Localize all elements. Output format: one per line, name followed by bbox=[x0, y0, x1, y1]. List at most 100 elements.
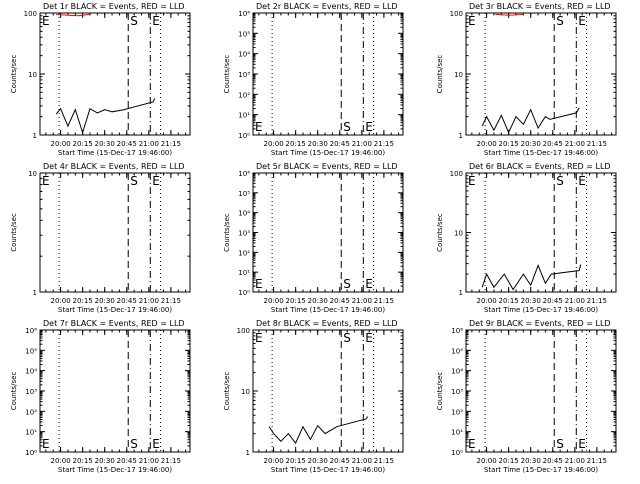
x-axis-label: Start Time (15-Dec-17 19:46:00) bbox=[271, 149, 385, 157]
plot-frame bbox=[465, 172, 617, 293]
plot-frame bbox=[465, 329, 617, 453]
x-tick-label: 20:30 bbox=[95, 457, 115, 465]
x-tick-label: 20:00 bbox=[50, 457, 70, 465]
x-tick-label: 20:15 bbox=[499, 457, 519, 465]
x-axis-label: Start Time (15-Dec-17 19:46:00) bbox=[484, 149, 598, 157]
x-tick-label: 20:00 bbox=[476, 140, 496, 148]
events-series-line bbox=[481, 264, 582, 291]
marker-label-e-right: E bbox=[152, 437, 160, 451]
x-tick-label: 20:30 bbox=[95, 140, 115, 148]
marker-label-s: S bbox=[556, 437, 564, 451]
y-tick-label: 10³ bbox=[238, 230, 250, 238]
marker-label-e-right: E bbox=[365, 331, 373, 345]
x-tick-label: 20:00 bbox=[476, 297, 496, 305]
detector-panel-2: Det 2r BLACK = Events, RED = LLD 10⁰ 10¹ 10… bbox=[223, 2, 404, 157]
y-axis-label: Counts/sec bbox=[10, 213, 18, 252]
y-tick-label: 10⁰ bbox=[25, 449, 37, 457]
x-tick-label: 21:15 bbox=[374, 140, 394, 148]
x-tick-label: 20:30 bbox=[308, 457, 328, 465]
marker-label-e-right: E bbox=[365, 277, 373, 291]
marker-label-e-left: E bbox=[468, 437, 476, 451]
y-tick-label: 100 bbox=[450, 10, 463, 18]
marker-label-e-right: E bbox=[578, 14, 586, 28]
x-axis-label: Start Time (15-Dec-17 19:46:00) bbox=[58, 149, 172, 157]
y-tick-label: 1 bbox=[33, 132, 37, 140]
plot-frame bbox=[39, 329, 191, 453]
detector-panel-9: Det 9r BLACK = Events, RED = LLD 10⁰ 10¹ 10… bbox=[436, 319, 617, 474]
y-tick-label: 100 bbox=[24, 10, 37, 18]
x-tick-label: 21:00 bbox=[565, 297, 585, 305]
x-axis-label: Start Time (15-Dec-17 19:46:00) bbox=[271, 306, 385, 314]
panel-title: Det 4r BLACK = Events, RED = LLD bbox=[43, 162, 185, 171]
x-axis-label: Start Time (15-Dec-17 19:46:00) bbox=[58, 466, 172, 474]
x-tick-label: 21:00 bbox=[139, 140, 159, 148]
marker-label-s: S bbox=[343, 120, 351, 134]
marker-label-s: S bbox=[130, 174, 138, 188]
marker-label-e-left: E bbox=[468, 14, 476, 28]
detector-panel-4: Det 4r BLACK = Events, RED = LLD 1 10 20:00… bbox=[10, 162, 191, 314]
x-tick-label: 20:15 bbox=[73, 140, 93, 148]
detector-panel-6: Det 6r BLACK = Events, RED = LLD 1 10 100 20… bbox=[436, 162, 617, 314]
x-tick-label: 20:15 bbox=[286, 140, 306, 148]
marker-label-e-right: E bbox=[578, 437, 586, 451]
x-tick-label: 20:45 bbox=[330, 297, 350, 305]
y-tick-label: 1 bbox=[246, 449, 250, 457]
y-tick-label: 10¹ bbox=[25, 429, 37, 437]
x-tick-label: 20:45 bbox=[543, 457, 563, 465]
x-tick-label: 20:00 bbox=[263, 457, 283, 465]
panel-title: Det 2r BLACK = Events, RED = LLD bbox=[256, 2, 398, 11]
detector-panel-3: Det 3r BLACK = Events, RED = LLD 1 10 100 20… bbox=[436, 2, 617, 157]
x-tick-label: 21:15 bbox=[587, 457, 607, 465]
events-series-line bbox=[481, 107, 580, 134]
x-axis-label: Start Time (15-Dec-17 19:46:00) bbox=[271, 466, 385, 474]
x-tick-label: 20:30 bbox=[521, 140, 541, 148]
marker-label-e-right: E bbox=[365, 120, 373, 134]
lld-series-line bbox=[495, 13, 524, 16]
x-tick-label: 20:30 bbox=[308, 297, 328, 305]
x-tick-label: 21:15 bbox=[161, 297, 181, 305]
x-tick-label: 20:15 bbox=[73, 457, 93, 465]
y-tick-label: 10 bbox=[241, 388, 250, 396]
y-tick-label: 10² bbox=[25, 408, 37, 416]
y-axis-label: Counts/sec bbox=[436, 372, 444, 411]
y-tick-label: 10³ bbox=[25, 388, 37, 396]
y-tick-label: 10² bbox=[238, 91, 250, 99]
x-tick-label: 21:00 bbox=[352, 140, 372, 148]
x-tick-label: 21:15 bbox=[374, 457, 394, 465]
y-tick-label: 10⁴ bbox=[238, 210, 250, 218]
y-tick-label: 10² bbox=[238, 249, 250, 257]
marker-label-s: S bbox=[556, 14, 564, 28]
marker-label-s: S bbox=[556, 174, 564, 188]
plot-frame bbox=[252, 172, 404, 293]
marker-label-e-right: E bbox=[578, 174, 586, 188]
y-tick-label: 10 bbox=[28, 170, 37, 178]
y-tick-label: 10⁴ bbox=[25, 368, 37, 376]
x-tick-label: 20:00 bbox=[263, 297, 283, 305]
marker-label-s: S bbox=[130, 14, 138, 28]
y-tick-label: 100 bbox=[237, 327, 250, 335]
y-tick-label: 10³ bbox=[238, 71, 250, 79]
y-tick-label: 10⁰ bbox=[238, 132, 250, 140]
panel-title: Det 9r BLACK = Events, RED = LLD bbox=[469, 319, 611, 328]
plot-frame bbox=[252, 12, 404, 136]
x-axis-label: Start Time (15-Dec-17 19:46:00) bbox=[484, 466, 598, 474]
marker-label-s: S bbox=[130, 437, 138, 451]
marker-label-e-left: E bbox=[42, 14, 50, 28]
plot-frame bbox=[252, 329, 404, 453]
marker-label-s: S bbox=[343, 331, 351, 345]
y-axis-label: Counts/sec bbox=[223, 213, 231, 252]
detector-panel-7: Det 7r BLACK = Events, RED = LLD 10⁰ 10¹ 10… bbox=[10, 319, 191, 474]
x-tick-label: 20:00 bbox=[263, 140, 283, 148]
detector-panel-8: Det 8r BLACK = Events, RED = LLD 1 10 100 20… bbox=[223, 319, 404, 474]
x-tick-label: 20:00 bbox=[50, 140, 70, 148]
x-tick-label: 21:15 bbox=[587, 297, 607, 305]
panel-title: Det 5r BLACK = Events, RED = LLD bbox=[256, 162, 398, 171]
panel-title: Det 6r BLACK = Events, RED = LLD bbox=[469, 162, 611, 171]
y-tick-label: 10² bbox=[451, 408, 463, 416]
marker-label-e-left: E bbox=[255, 277, 263, 291]
y-tick-label: 10⁶ bbox=[238, 170, 250, 178]
lld-series-line bbox=[56, 13, 91, 17]
marker-label-e-left: E bbox=[255, 120, 263, 134]
y-tick-label: 10⁵ bbox=[25, 347, 37, 355]
